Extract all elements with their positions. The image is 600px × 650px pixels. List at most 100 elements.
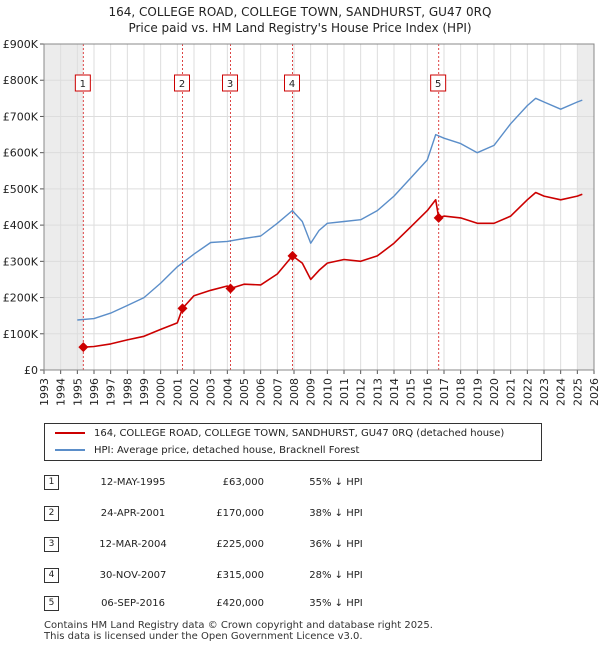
marker-box <box>74 74 91 92</box>
x-tick-label: 2025 <box>571 378 584 406</box>
marker-label-box: 4 <box>284 74 300 92</box>
marker-box <box>222 74 238 92</box>
legend-swatch-property <box>55 432 85 434</box>
x-tick-label: 2021 <box>505 378 518 406</box>
chart-title: 164, COLLEGE ROAD, COLLEGE TOWN, SANDHUR… <box>108 5 492 19</box>
x-tick-label: 2009 <box>305 378 318 406</box>
y-tick-label: £800K <box>3 74 39 87</box>
price-chart: 1993 1994 1995 1996 1997 1998 1999 2000 2001 2002… <box>3 38 600 406</box>
transaction-price: £225,000 <box>216 539 264 550</box>
marker-box <box>430 74 447 92</box>
transaction-row: 1 12-MAY-1995 £63,000 55% ↓ HPI <box>44 474 444 492</box>
transaction-row: 5 06-SEP-2016 £420,000 35% ↓ HPI <box>44 595 444 613</box>
marker-label: 1 <box>80 79 86 90</box>
chart-title-block: 164, COLLEGE ROAD, COLLEGE TOWN, SANDHUR… <box>0 4 600 36</box>
y-tick-label: £500K <box>3 183 39 196</box>
sale-point <box>177 303 188 314</box>
marker-label: 3 <box>227 79 233 90</box>
footer-copyright: Contains HM Land Registry data © Crown c… <box>44 620 433 631</box>
sale-point <box>78 342 89 353</box>
x-tick-label: 2024 <box>555 378 568 406</box>
x-tick-label: 2015 <box>405 378 418 406</box>
x-tick-label: 2016 <box>421 378 434 406</box>
transaction-number: 2 <box>44 506 59 521</box>
y-tick-label: £0 <box>24 364 38 377</box>
x-tick-label: 2004 <box>221 378 234 406</box>
marker-box <box>174 74 190 92</box>
transaction-price: £420,000 <box>216 598 264 609</box>
legend-label-hpi: HPI: Average price, detached house, Brac… <box>94 445 360 456</box>
marker-label: 2 <box>179 79 185 90</box>
transaction-date: 12-MAR-2004 <box>99 539 167 550</box>
shaded-range <box>577 44 594 370</box>
transaction-hpi-diff: 36% ↓ HPI <box>309 539 363 550</box>
x-tick-label: 2000 <box>155 378 168 406</box>
marker-label-box: 5 <box>430 74 447 92</box>
marker-label: 4 <box>289 79 295 90</box>
x-tick-label: 2005 <box>238 378 251 406</box>
x-tick-label: 2001 <box>171 378 184 406</box>
y-tick-label: £900K <box>3 38 39 51</box>
transaction-price: £315,000 <box>216 570 264 581</box>
y-tick-label: £100K <box>3 328 39 341</box>
marker-label-box: 3 <box>222 74 238 92</box>
transaction-number: 1 <box>44 475 59 490</box>
transaction-price: £63,000 <box>222 477 264 488</box>
transaction-hpi-diff: 28% ↓ HPI <box>309 570 363 581</box>
x-tick-label: 1998 <box>121 378 134 406</box>
x-tick-label: 2017 <box>438 378 451 406</box>
marker-box <box>284 74 300 92</box>
transaction-date: 24-APR-2001 <box>100 508 166 519</box>
x-tick-label: 2018 <box>455 378 468 406</box>
x-tick-label: 1996 <box>88 378 101 406</box>
marker-label: 5 <box>435 79 441 90</box>
plot-background <box>44 44 594 370</box>
legend-item-hpi: HPI: Average price, detached house, Brac… <box>55 443 359 459</box>
x-tick-label: 2007 <box>271 378 284 406</box>
x-tick-label: 1993 <box>38 378 51 406</box>
transaction-hpi-diff: 38% ↓ HPI <box>309 508 363 519</box>
transaction-date: 06-SEP-2016 <box>101 598 165 609</box>
footer-licence: This data is licensed under the Open Gov… <box>44 631 363 642</box>
y-tick-label: £400K <box>3 219 39 232</box>
x-tick-label: 2022 <box>521 378 534 406</box>
y-tick-label: £300K <box>3 255 39 268</box>
transaction-row: 2 24-APR-2001 £170,000 38% ↓ HPI <box>44 505 444 523</box>
footer: Contains HM Land Registry data © Crown c… <box>44 620 433 642</box>
x-tick-label: 1999 <box>138 378 151 406</box>
marker-label-box: 2 <box>174 74 190 92</box>
sale-point <box>225 283 236 294</box>
x-tick-label: 2010 <box>321 378 334 406</box>
legend: 164, COLLEGE ROAD, COLLEGE TOWN, SANDHUR… <box>44 423 542 461</box>
x-tick-label: 2020 <box>488 378 501 406</box>
transaction-hpi-diff: 35% ↓ HPI <box>309 598 363 609</box>
transaction-number: 5 <box>44 596 59 611</box>
x-tick-label: 2014 <box>388 378 401 406</box>
x-tick-label: 2006 <box>255 378 268 406</box>
series-line-property <box>83 191 583 348</box>
transaction-price: £170,000 <box>216 508 264 519</box>
series-line-hpi <box>77 97 583 321</box>
x-tick-label: 2019 <box>471 378 484 406</box>
transaction-number: 4 <box>44 568 59 583</box>
x-tick-label: 1995 <box>71 378 84 406</box>
x-tick-label: 1997 <box>105 378 118 406</box>
transaction-row: 4 30-NOV-2007 £315,000 28% ↓ HPI <box>44 567 444 585</box>
transaction-date: 30-NOV-2007 <box>99 570 167 581</box>
x-tick-label: 2013 <box>371 378 384 406</box>
x-tick-label: 2002 <box>188 378 201 406</box>
shaded-range <box>44 44 84 370</box>
sale-point <box>433 212 444 223</box>
x-tick-label: 2026 <box>588 378 600 406</box>
legend-swatch-hpi <box>55 449 85 451</box>
x-tick-label: 2023 <box>538 378 551 406</box>
legend-label-property: 164, COLLEGE ROAD, COLLEGE TOWN, SANDHUR… <box>94 428 505 439</box>
x-tick-label: 2003 <box>205 378 218 406</box>
x-tick-label: 2008 <box>288 378 301 406</box>
marker-label-box: 1 <box>74 74 91 92</box>
transaction-number: 3 <box>44 537 59 552</box>
x-tick-label: 1994 <box>55 378 68 406</box>
legend-item-property: 164, COLLEGE ROAD, COLLEGE TOWN, SANDHUR… <box>55 426 504 442</box>
x-tick-label: 2012 <box>355 378 368 406</box>
x-tick-label: 2011 <box>338 378 351 406</box>
